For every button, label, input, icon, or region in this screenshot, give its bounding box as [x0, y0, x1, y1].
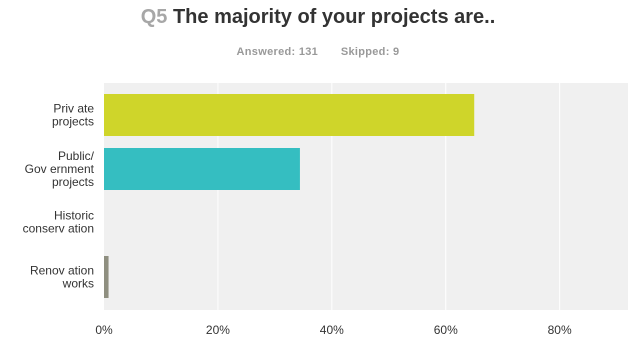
- category-label-line: Gov ernment: [25, 162, 95, 176]
- category-label-line: Priv ate: [53, 102, 94, 116]
- category-label-line: Historic: [54, 209, 94, 223]
- bar-3: [104, 256, 109, 298]
- answered-label: Answered:: [236, 46, 296, 58]
- x-tick-label-3: 60%: [434, 323, 458, 337]
- response-stats: Answered: 131 Skipped: 9: [0, 46, 636, 58]
- chart-title: Q5 The majority of your projects are..: [0, 6, 636, 29]
- category-label-line: conserv ation: [23, 222, 94, 236]
- answered-count: 131: [298, 46, 319, 58]
- category-label-line: works: [62, 277, 94, 291]
- bar-0: [104, 94, 475, 136]
- skipped-count: 9: [393, 46, 400, 58]
- category-label-3: Renov ation works: [30, 264, 94, 291]
- x-tick-label-4: 80%: [548, 323, 572, 337]
- question-text: The majority of your projects are..: [172, 6, 496, 28]
- question-number: Q5: [140, 6, 168, 28]
- category-label-line: Renov ation: [30, 264, 94, 278]
- x-tick-label-2: 40%: [320, 323, 344, 337]
- x-tick-label-0: 0%: [95, 323, 113, 337]
- category-label-0: Priv ate projects: [52, 102, 94, 129]
- category-label-line: projects: [52, 115, 94, 129]
- category-label-line: Public/: [58, 149, 95, 163]
- bar-1: [104, 148, 300, 190]
- skipped-label: Skipped:: [340, 46, 390, 58]
- x-tick-label-1: 20%: [206, 323, 230, 337]
- category-label-2: Historic conserv ation: [23, 209, 94, 236]
- category-label-1: Public/Gov ernment projects: [25, 149, 95, 189]
- category-label-line: projects: [52, 175, 94, 189]
